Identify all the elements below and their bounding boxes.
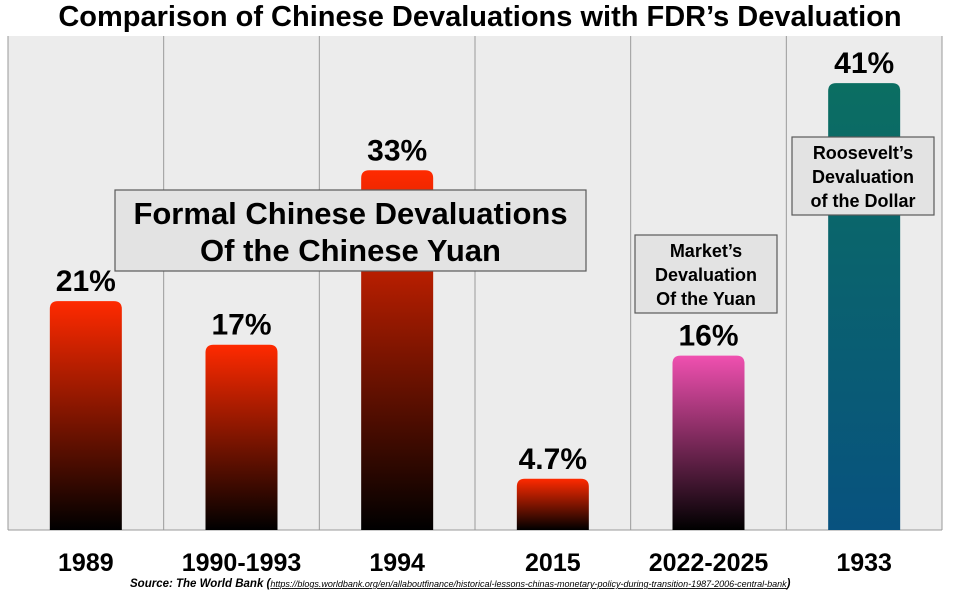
category-label: 1933: [836, 549, 892, 577]
market-annotation-line: Of the Yuan: [656, 289, 756, 309]
value-label: 41%: [834, 47, 894, 80]
category-label: 1989: [58, 549, 114, 577]
value-label: 16%: [678, 320, 738, 353]
market-annotation-box: [634, 234, 778, 314]
source-note: Source: The World Bank (https://blogs.wo…: [130, 578, 791, 590]
market-annotation-line: Market’s: [670, 241, 742, 261]
roosevelt-annotation-line: Roosevelt’s: [813, 143, 913, 163]
source-prefix: Source: The World Bank (: [130, 578, 272, 590]
bar-2015: [516, 478, 589, 530]
category-label: 2022-2025: [649, 549, 769, 577]
category-label: 1994: [369, 549, 425, 577]
bar-2022-2025: [672, 355, 745, 530]
value-label: 33%: [367, 134, 427, 167]
value-label: 21%: [56, 265, 116, 298]
market-annotation: Market’s Devaluation Of the Yuan: [634, 234, 778, 314]
category-label: 1990-1993: [182, 549, 302, 577]
market-annotation-line: Devaluation: [655, 265, 757, 285]
roosevelt-annotation-line: Devaluation: [812, 167, 914, 187]
roosevelt-annotation-box: [791, 136, 935, 216]
formal-annotation-line: Formal Chinese Devaluations: [133, 196, 567, 231]
roosevelt-annotation-line: of the Dollar: [810, 191, 915, 211]
value-label: 4.7%: [519, 443, 587, 476]
category-label: 2015: [525, 549, 581, 577]
roosevelt-annotation: Roosevelt’s Devaluation of the Dollar: [791, 136, 935, 216]
source-suffix: ): [785, 578, 791, 590]
formal-annotation-box: [114, 189, 587, 272]
chart-title: Comparison of Chinese Devaluations with …: [58, 1, 901, 33]
value-label: 17%: [211, 309, 271, 342]
formal-annotation-line: Of the Chinese Yuan: [200, 233, 501, 268]
source-url[interactable]: https://blogs.worldbank.org/en/allaboutf…: [270, 579, 787, 589]
bar-1989: [49, 301, 122, 530]
bar-1990-1993: [205, 344, 278, 530]
